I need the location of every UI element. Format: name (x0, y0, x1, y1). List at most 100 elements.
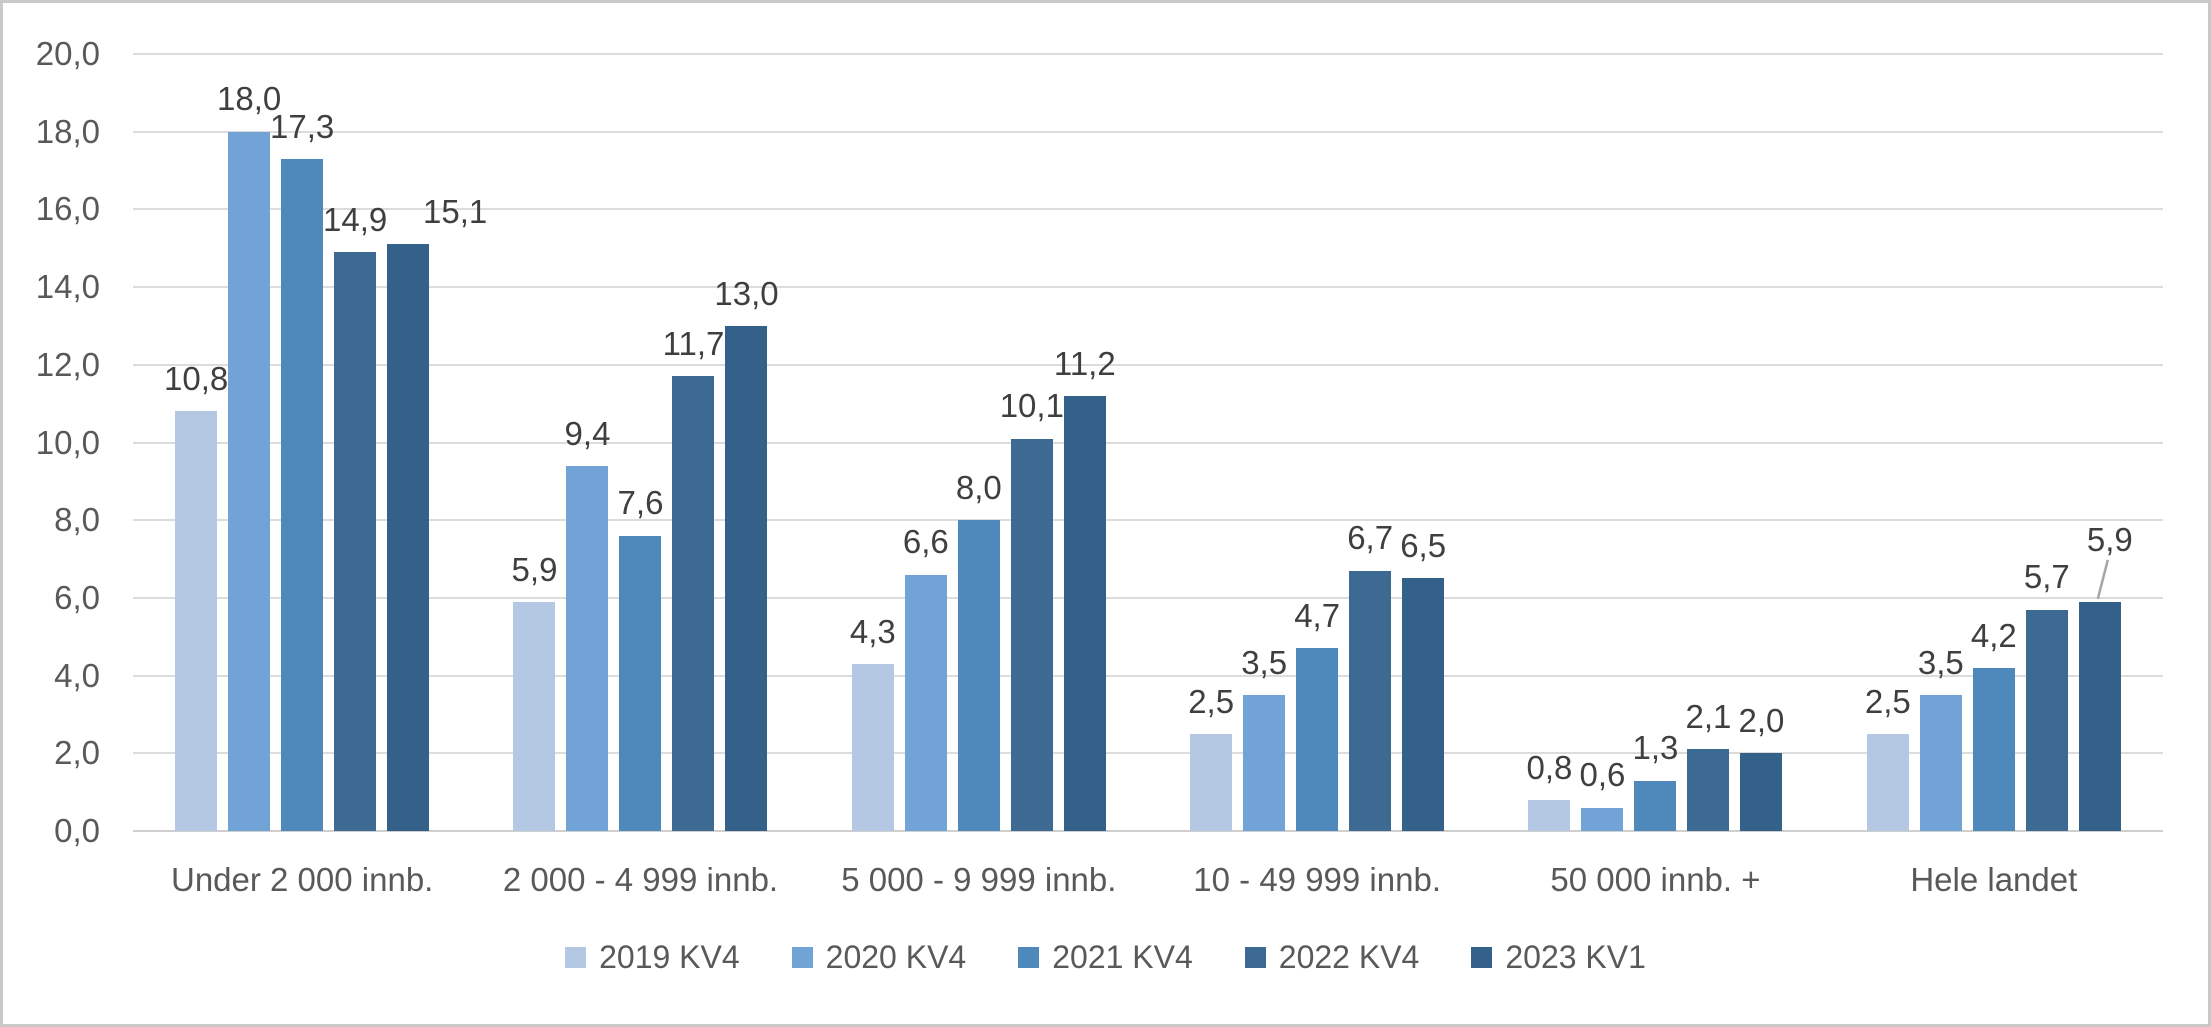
bar-2023-kv1 (387, 244, 430, 831)
legend-label: 2021 KV4 (1052, 939, 1193, 975)
legend-item: 2022 KV4 (1244, 939, 1420, 976)
gridline (133, 53, 2163, 55)
legend-item: 2020 KV4 (791, 939, 967, 976)
legend-label: 2022 KV4 (1278, 939, 1420, 975)
legend-swatch-icon (1471, 947, 1493, 968)
gridline (133, 519, 2163, 522)
y-tick-label: 14,0 (35, 268, 100, 306)
legend: 2019 KV4 2020 KV4 2021 KV4 2022 KV4 2023 KV1 (3, 939, 2208, 976)
legend-swatch-icon (791, 947, 813, 968)
data-label: 3,5 (1917, 643, 1964, 681)
y-tick-label: 20,0 (35, 35, 100, 72)
bar-2022-kv4 (672, 376, 715, 831)
category-label-1: 2 000 - 4 999 innb. (502, 861, 779, 898)
bar-slot: 5,9 (511, 54, 558, 831)
data-label: 13,0 (714, 274, 779, 312)
bar-slot: 5,9 (2078, 54, 2133, 831)
legend-swatch-icon (565, 947, 587, 968)
bar-2019-kv4 (513, 601, 556, 831)
bar-2023-kv1 (725, 325, 768, 831)
bar-slot: 7,6 (617, 54, 664, 831)
data-label: 4,3 (849, 612, 896, 650)
legend-label: 2020 KV4 (825, 939, 967, 975)
bar-slot: 0,6 (1580, 54, 1625, 831)
data-label: 3,5 (1241, 643, 1288, 681)
data-label: 18,0 (217, 80, 282, 118)
bar-slot: 6,6 (902, 54, 949, 831)
bar-group: 5,9 9,4 7,6 11,7 13,0 (471, 54, 809, 831)
data-label: 5,9 (511, 550, 558, 588)
y-tick-label: 4,0 (54, 656, 100, 694)
gridline (133, 830, 2163, 832)
bar-2022-kv4 (2025, 609, 2068, 831)
data-label: 8,0 (955, 468, 1002, 506)
bar-slot: 13,0 (714, 54, 779, 831)
gridline (133, 752, 2163, 755)
data-label: 2,5 (1864, 682, 1911, 720)
gridline (133, 286, 2163, 289)
bar-2022-kv4 (334, 252, 377, 831)
legend-item: 2023 KV1 (1471, 939, 1646, 976)
bar-2022-kv4 (1349, 570, 1392, 831)
category-label-5: Hele landet (1910, 861, 2078, 898)
bar-slot: 17,3 (270, 54, 334, 831)
bar-group: 10,8 18,0 17,3 14,9 15,1 (133, 54, 487, 831)
y-tick-label: 6,0 (54, 578, 100, 616)
bar-slot: 4,2 (1970, 54, 2017, 831)
data-label: 2,5 (1188, 682, 1235, 720)
bar-slot: 3,5 (1241, 54, 1288, 831)
y-tick-label: 2,0 (54, 734, 100, 772)
data-label: 11,7 (662, 325, 725, 363)
bar-slot: 2,5 (1188, 54, 1235, 831)
category-label-0: Under 2 000 innb. (170, 861, 434, 898)
legend-swatch-icon (1018, 947, 1040, 968)
bar-2020-kv4 (566, 465, 609, 831)
x-axis: Under 2 000 innb. 2 000 - 4 999 innb. 5 00… (133, 835, 2163, 899)
bar-slot: 1,3 (1632, 54, 1679, 831)
bar-2020-kv4 (1581, 807, 1624, 831)
bar-slot: 4,7 (1294, 54, 1340, 831)
bar-slot: 8,0 (955, 54, 1002, 831)
bar-slot: 2,1 (1686, 54, 1731, 831)
bar-2021-kv4 (281, 158, 324, 831)
bar-slot: 11,2 (1054, 54, 1116, 831)
bar-2021-kv4 (1634, 780, 1677, 831)
data-label: 4,2 (1970, 616, 2017, 654)
data-label: 10,1 (999, 387, 1064, 425)
bar-group: 2,5 3,5 4,2 5,7 5,9 (1825, 54, 2163, 831)
bar-slot: 10,8 (164, 54, 228, 831)
y-tick-label: 16,0 (35, 190, 100, 228)
data-label: 2,0 (1738, 702, 1785, 740)
bar-slot: 18,0 (217, 54, 281, 831)
legend-swatch-icon (1244, 947, 1266, 968)
bar-slot: 3,5 (1917, 54, 1964, 831)
bar-2020-kv4 (1243, 695, 1286, 831)
bar-slot: 11,7 (663, 54, 724, 831)
bar-2021-kv4 (619, 535, 662, 831)
y-axis: 0,0 2,0 4,0 6,0 8,0 10,0 12,0 14,0 16,0 18,0 20,0 (3, 3, 103, 1024)
data-label: 17,3 (270, 107, 335, 145)
bar-group: 4,3 6,6 8,0 10,1 11,2 (810, 54, 1148, 831)
data-label: 0,8 (1526, 748, 1573, 786)
bar-2021-kv4 (957, 520, 1000, 831)
legend-label: 2019 KV4 (599, 939, 740, 975)
category-label-3: 10 - 49 999 innb. (1193, 861, 1441, 898)
bar-2023-kv1 (2078, 601, 2121, 831)
y-tick-label: 0,0 (54, 812, 100, 849)
bar-2020-kv4 (228, 131, 271, 831)
bar-slot: 0,8 (1526, 54, 1573, 831)
data-label: 1,3 (1632, 729, 1679, 767)
data-label: 9,4 (564, 414, 611, 452)
data-label: 6,6 (902, 523, 949, 561)
bar-2022-kv4 (1010, 438, 1053, 831)
y-tick-label: 8,0 (54, 501, 100, 539)
data-label: 7,6 (617, 484, 664, 522)
bar-2019-kv4 (1190, 733, 1233, 831)
data-label: 14,9 (323, 200, 388, 238)
bar-slot: 10,1 (1000, 54, 1064, 831)
data-label: 10,8 (164, 360, 229, 398)
bar-2020-kv4 (1919, 695, 1962, 831)
gridline (133, 674, 2163, 677)
bar-2022-kv4 (1687, 749, 1730, 831)
data-label: 6,5 (1400, 527, 1447, 565)
